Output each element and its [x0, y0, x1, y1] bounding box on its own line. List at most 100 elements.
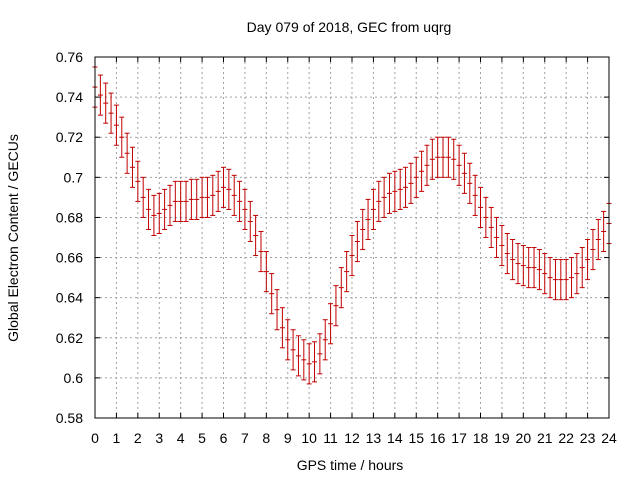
x-tick-label: 13	[366, 430, 382, 446]
data-point	[504, 232, 510, 275]
data-point	[210, 174, 216, 216]
data-point	[349, 234, 355, 277]
x-tick-label: 12	[344, 430, 360, 446]
data-point	[306, 343, 312, 385]
chart-title: Day 079 of 2018, GEC from uqrg	[247, 19, 452, 35]
data-point	[129, 146, 135, 188]
data-point	[108, 92, 114, 134]
data-point	[124, 132, 130, 174]
x-tick-label: 19	[494, 430, 510, 446]
data-point	[312, 341, 318, 383]
data-point	[499, 224, 505, 267]
data-point	[569, 257, 575, 299]
x-tick-label: 17	[451, 430, 467, 446]
x-tick-label: 5	[198, 430, 206, 446]
data-point	[445, 136, 451, 178]
data-point	[204, 176, 210, 218]
y-tick-label: 0.7	[64, 169, 84, 185]
data-point	[172, 180, 178, 222]
x-tick-label: 18	[473, 430, 489, 446]
x-tick-label: 9	[284, 430, 292, 446]
plot-frame	[94, 56, 610, 419]
data-point	[365, 198, 371, 241]
x-tick-label: 14	[387, 430, 403, 446]
data-point	[194, 178, 200, 220]
data-point	[113, 104, 119, 146]
data-point	[392, 170, 398, 212]
y-tick-label: 0.68	[56, 209, 83, 225]
data-point	[146, 188, 152, 230]
data-point	[135, 160, 141, 202]
data-point	[140, 176, 146, 218]
data-point	[258, 230, 264, 273]
x-tick-label: 15	[408, 430, 424, 446]
data-point	[376, 180, 382, 222]
data-point	[386, 172, 392, 214]
grid	[95, 57, 609, 418]
data-series	[92, 66, 612, 385]
data-point	[536, 249, 542, 291]
data-point	[354, 220, 360, 263]
data-point	[333, 285, 339, 327]
data-point	[510, 239, 516, 281]
data-point	[440, 136, 446, 178]
data-point	[472, 174, 478, 216]
data-point	[301, 339, 307, 381]
data-point	[178, 180, 184, 222]
x-tick-label: 11	[323, 430, 338, 446]
data-point	[478, 186, 483, 228]
x-axis-label: GPS time / hours	[297, 457, 404, 473]
data-point	[451, 138, 457, 180]
data-point	[419, 150, 425, 192]
data-point	[338, 267, 344, 309]
data-point	[413, 156, 419, 198]
data-point	[269, 273, 275, 315]
data-point	[408, 162, 414, 204]
data-point	[162, 188, 168, 230]
data-point	[97, 74, 103, 116]
data-point	[274, 289, 280, 331]
data-point	[188, 178, 194, 220]
y-tick-label: 0.72	[56, 129, 83, 145]
data-point	[520, 245, 526, 287]
data-point	[183, 180, 189, 222]
data-point	[103, 82, 109, 124]
data-point	[558, 259, 564, 301]
data-point	[247, 200, 253, 243]
data-point	[461, 152, 467, 194]
data-point	[563, 259, 569, 301]
y-tick-label: 0.64	[56, 290, 83, 306]
x-tick-label: 7	[241, 430, 249, 446]
data-point	[515, 243, 521, 285]
x-tick-label: 2	[134, 430, 142, 446]
data-point	[285, 319, 291, 361]
data-point	[242, 188, 248, 230]
data-point	[199, 176, 205, 218]
data-point	[595, 218, 601, 261]
data-point	[542, 253, 548, 295]
data-point	[552, 259, 558, 301]
data-point	[579, 247, 585, 289]
data-point	[237, 180, 243, 222]
data-point	[231, 174, 237, 216]
x-tick-label: 3	[155, 430, 163, 446]
data-point	[221, 166, 226, 208]
data-point	[381, 176, 387, 218]
x-tick-label: 21	[537, 430, 553, 446]
data-point	[290, 329, 296, 371]
data-point	[317, 333, 323, 375]
y-tick-label: 0.58	[56, 410, 83, 426]
data-point	[429, 138, 435, 180]
data-point	[119, 116, 125, 158]
x-tick-label: 23	[580, 430, 596, 446]
data-point	[156, 192, 162, 234]
data-point	[253, 214, 259, 257]
data-point	[360, 208, 366, 251]
data-point	[403, 166, 409, 208]
x-tick-label: 4	[177, 430, 185, 446]
x-tick-label: 24	[601, 430, 617, 446]
data-point	[488, 206, 494, 249]
data-point	[547, 257, 553, 299]
x-tick-label: 1	[113, 430, 121, 446]
